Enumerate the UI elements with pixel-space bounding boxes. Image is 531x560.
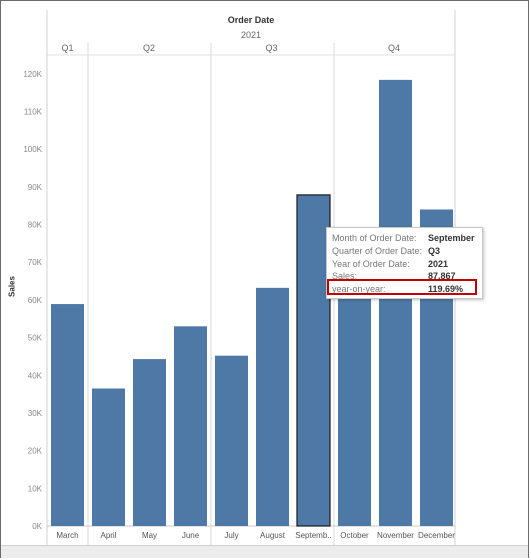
tooltip-row-yoy: year-on-year: 119.69% [332,283,477,295]
bar-august[interactable] [256,287,289,526]
quarter-label-q3: Q3 [265,43,278,53]
tooltip-label: Year of Order Date: [332,259,410,269]
x-category-label: Septemb.. [295,531,331,540]
quarter-label-q2: Q2 [142,43,155,53]
x-category-label: May [142,531,157,540]
tooltip-label: Month of Order Date: [332,233,417,243]
y-tick-label: 0K [32,522,42,531]
y-tick-label: 70K [28,258,43,267]
bar-septemb[interactable] [296,194,331,527]
tooltip-row-sales: Sales: 87,867 [332,270,477,282]
quarter-label-q1: Q1 [61,43,74,53]
x-category-label: November [377,531,414,540]
header-year: 2021 [240,30,262,40]
tooltip-value: Q3 [428,246,441,256]
tooltip: Month of Order Date: September Quarter o… [326,227,483,299]
tooltip-label: year-on-year: [332,284,386,294]
tooltip-value: 87,867 [428,271,456,281]
bar-june[interactable] [174,326,207,526]
y-tick-label: 40K [28,371,43,380]
x-category-label: December [418,531,455,540]
y-tick-label: 100K [23,145,42,154]
x-category-label: July [224,531,238,540]
bar-july[interactable] [215,355,248,526]
y-tick-label: 50K [28,334,43,343]
tooltip-value: September [428,233,475,243]
header-title: Order Date [227,15,275,25]
x-category-label: August [260,531,286,540]
x-category-label: June [182,531,200,540]
y-tick-label: 90K [28,183,43,192]
bar-march[interactable] [51,304,84,526]
y-tick-label: 80K [28,221,43,230]
bar-october[interactable] [338,296,371,526]
x-category-label: October [340,531,369,540]
tooltip-label: Quarter of Order Date: [332,246,423,256]
y-tick-label: 10K [28,484,43,493]
x-category-label: April [100,531,116,540]
tooltip-value: 2021 [428,259,449,269]
tooltip-label: Sales: [332,271,358,281]
tooltip-row-year: Year of Order Date: 2021 [332,258,477,270]
scrollbar-area[interactable] [1,545,528,558]
bar-april[interactable] [92,388,125,526]
quarter-label-q4: Q4 [387,43,400,53]
y-tick-label: 20K [28,447,43,456]
y-tick-label: 30K [28,409,43,418]
y-tick-label: 110K [24,108,43,117]
tooltip-row-month: Month of Order Date: September [332,232,477,244]
bar-november[interactable] [379,79,412,526]
y-tick-label: 120K [23,70,42,79]
x-category-label: March [56,531,78,540]
yoy-highlight-box [327,279,477,295]
bar-may[interactable] [133,359,166,526]
y-tick-label: 60K [28,296,43,305]
tooltip-value: 119.69% [428,284,464,294]
tooltip-row-quarter: Quarter of Order Date: Q3 [332,245,477,257]
